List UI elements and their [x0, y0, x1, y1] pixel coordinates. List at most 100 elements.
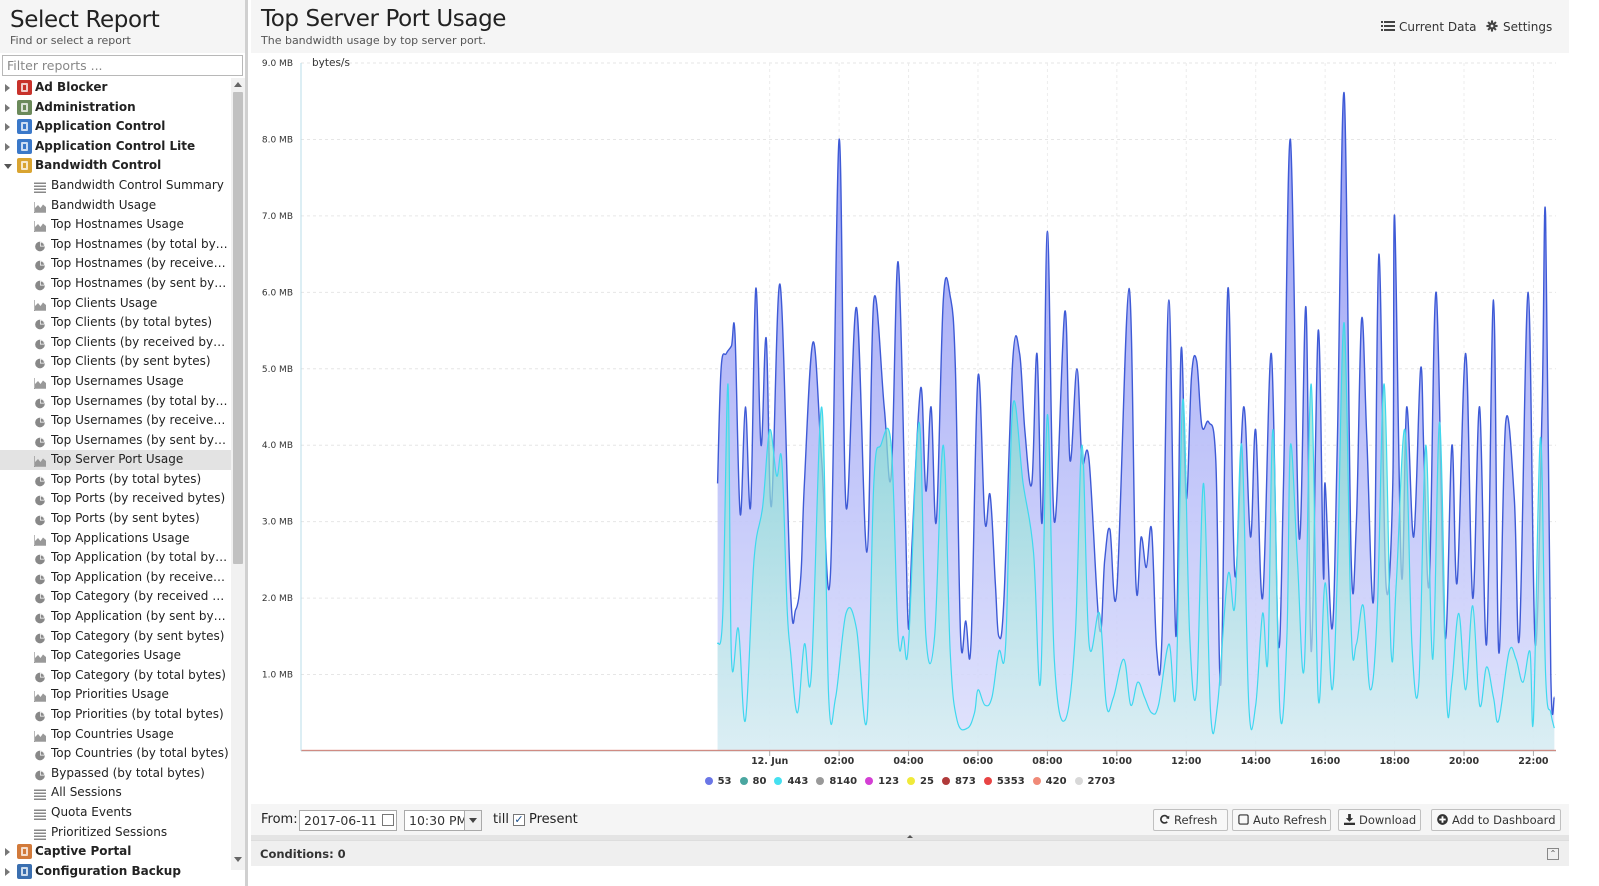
splitter-grip-icon[interactable] — [907, 835, 913, 838]
tree-report-item[interactable]: Top Countries (by total bytes) — [0, 744, 231, 764]
auto-refresh-label: Auto Refresh — [1253, 813, 1327, 827]
tree-report-item[interactable]: Top Application (by received bytes) — [0, 568, 231, 588]
current-data-button[interactable]: Current Data — [1381, 19, 1477, 35]
legend-item[interactable]: 5353 — [983, 776, 1025, 787]
area-chart-icon — [33, 650, 46, 664]
tree-report-item[interactable]: Top Hostnames (by total bytes) — [0, 235, 231, 255]
x-tick-label: 12:00 — [1171, 756, 1202, 767]
expand-arrow-icon[interactable] — [5, 84, 10, 92]
legend-item[interactable]: 80 — [739, 776, 766, 787]
tree-report-item[interactable]: Top Server Port Usage — [0, 450, 231, 470]
from-label: From: — [261, 812, 298, 827]
tree-report-item[interactable]: Top Usernames (by total bytes) — [0, 392, 231, 412]
tree-report-item[interactable]: Bypassed (by total bytes) — [0, 764, 231, 784]
tree-report-item[interactable]: Top Application (by sent bytes) — [0, 607, 231, 627]
settings-button[interactable]: Settings — [1485, 19, 1552, 35]
refresh-button[interactable]: Refresh — [1153, 809, 1228, 831]
tree-report-label: Bandwidth Control Summary — [51, 177, 224, 192]
tree-report-item[interactable]: Top Ports (by total bytes) — [0, 470, 231, 490]
chevron-down-icon[interactable] — [464, 811, 481, 830]
scrollbar-thumb[interactable] — [233, 92, 243, 564]
expand-arrow-icon[interactable] — [5, 867, 10, 876]
add-to-dashboard-button[interactable]: Add to Dashboard — [1431, 809, 1561, 831]
x-tick-label: 22:00 — [1518, 756, 1549, 767]
tree-report-item[interactable]: Top Usernames (by received bytes) — [0, 411, 231, 431]
legend-item[interactable]: 53 — [704, 776, 732, 787]
tree-report-item[interactable]: Top Clients (by received bytes) — [0, 333, 231, 353]
legend-dot-icon — [774, 777, 783, 785]
panel-splitter[interactable] — [251, 835, 1569, 840]
legend-item[interactable]: 873 — [941, 776, 976, 787]
tree-report-item[interactable]: Top Ports (by sent bytes) — [0, 509, 231, 529]
tree-report-item[interactable]: All Sessions — [0, 783, 231, 803]
legend-dot-icon — [907, 777, 916, 785]
calendar-icon[interactable] — [382, 814, 394, 826]
tree-report-item[interactable]: Top Countries Usage — [0, 725, 231, 745]
expand-arrow-icon[interactable] — [5, 848, 10, 857]
tree-report-label: Top Priorities Usage — [51, 687, 169, 702]
download-button[interactable]: Download — [1338, 809, 1421, 831]
tree-report-item[interactable]: Top Ports (by received bytes) — [0, 489, 231, 509]
tree-category-administration[interactable]: Administration — [0, 98, 231, 118]
till-label: till — [493, 812, 509, 827]
pie-chart-icon — [34, 239, 46, 252]
tree-report-item[interactable]: Top Applications Usage — [0, 529, 231, 549]
tree-category-application-control-lite[interactable]: Application Control Lite — [0, 137, 231, 157]
tree-category-captive-portal[interactable]: Captive Portal — [0, 842, 231, 862]
tree-category-application-control[interactable]: Application Control — [0, 117, 231, 137]
tree-report-item[interactable]: Top Usernames Usage — [0, 372, 231, 392]
refresh-icon — [1160, 814, 1170, 824]
legend-item[interactable]: 25 — [907, 776, 934, 787]
tree-category-label: Administration — [35, 99, 136, 114]
tree-report-item[interactable]: Top Category (by received bytes) — [0, 587, 231, 607]
legend-item[interactable]: 8140 — [816, 776, 857, 787]
sidebar-scrollbar[interactable] — [231, 78, 245, 870]
tree-report-item[interactable]: Bandwidth Control Summary — [0, 176, 231, 196]
tree-report-item[interactable]: Top Hostnames Usage — [0, 215, 231, 235]
time-select[interactable]: 10:30 PM — [404, 810, 482, 831]
tree-report-item[interactable]: Top Category (by sent bytes) — [0, 627, 231, 647]
tree-report-item[interactable]: Top Categories Usage — [0, 646, 231, 666]
pie-chart-icon — [34, 611, 46, 624]
scroll-up-arrow-icon[interactable] — [234, 82, 242, 87]
tree-report-item[interactable]: Top Clients (by total bytes) — [0, 313, 231, 333]
auto-refresh-button[interactable]: Auto Refresh — [1232, 809, 1331, 831]
present-checkbox[interactable]: ✓ — [513, 813, 525, 826]
scroll-down-arrow-icon[interactable] — [234, 857, 242, 862]
tree-report-item[interactable]: Top Priorities Usage — [0, 685, 231, 705]
tree-category-bandwidth-control[interactable]: Bandwidth Control — [0, 156, 231, 176]
tree-report-item[interactable]: Bandwidth Usage — [0, 196, 231, 216]
expand-arrow-icon[interactable] — [5, 103, 10, 112]
tree-report-item[interactable]: Top Priorities (by total bytes) — [0, 705, 231, 725]
tree-category-configuration-backup[interactable]: Configuration Backup — [0, 862, 231, 882]
add-to-dashboard-label: Add to Dashboard — [1452, 813, 1556, 827]
application-control-lite-icon — [17, 138, 32, 154]
tree-report-item[interactable]: Top Category (by total bytes) — [0, 666, 231, 686]
tree-report-item[interactable]: Top Hostnames (by received bytes) — [0, 254, 231, 274]
date-field[interactable]: 2017-06-11 — [299, 810, 397, 831]
tree-report-item[interactable]: Top Hostnames (by sent bytes) — [0, 274, 231, 294]
legend-item[interactable]: 123 — [865, 776, 899, 787]
expand-arrow-icon[interactable] — [5, 123, 10, 132]
tree-category-label: Configuration Backup — [35, 863, 181, 878]
tree-report-item[interactable]: Top Clients (by sent bytes) — [0, 352, 231, 372]
legend-item[interactable]: 443 — [774, 776, 808, 787]
tree-report-item[interactable]: Prioritized Sessions — [0, 823, 231, 843]
tree-report-item[interactable]: Top Usernames (by sent bytes) — [0, 431, 231, 451]
tree-report-label: Top Ports (by sent bytes) — [51, 511, 200, 526]
tree-report-item[interactable]: Top Application (by total bytes) — [0, 548, 231, 568]
legend-item[interactable]: 420 — [1032, 776, 1067, 787]
tree-report-label: Top Hostnames (by total bytes) — [51, 236, 229, 251]
tree-report-item[interactable]: Quota Events — [0, 803, 231, 823]
tree-category-ad-blocker[interactable]: Ad Blocker — [0, 78, 231, 98]
report-sidebar: Select Report Find or select a report Ad… — [0, 0, 248, 886]
filter-reports-input[interactable] — [2, 55, 243, 76]
tree-report-item[interactable]: Top Clients Usage — [0, 294, 231, 314]
expand-arrow-icon[interactable] — [5, 142, 10, 151]
expand-up-icon[interactable]: ⌃ — [1547, 848, 1559, 860]
current-data-label: Current Data — [1399, 20, 1477, 34]
collapse-arrow-icon[interactable] — [4, 164, 12, 170]
pie-chart-icon — [34, 670, 46, 683]
legend-item[interactable]: 2703 — [1074, 776, 1115, 787]
tree-category-label: Ad Blocker — [35, 80, 108, 94]
